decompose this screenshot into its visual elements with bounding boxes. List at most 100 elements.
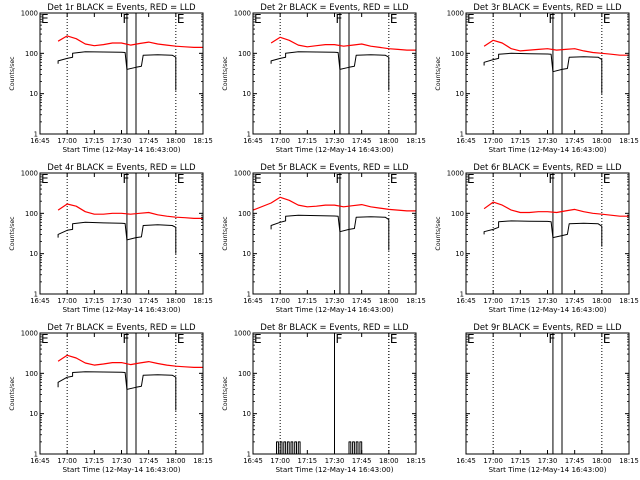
events-series-line bbox=[57, 51, 177, 91]
x-tick-label: 18:00 bbox=[379, 297, 399, 305]
lld-series-line bbox=[57, 354, 203, 369]
chart-title: Det 6r BLACK = Events, RED = LLD bbox=[473, 162, 621, 172]
x-axis-label: Start Time (12-May-14 16:43:00) bbox=[62, 145, 180, 154]
marker-label: E bbox=[467, 172, 475, 186]
events-series-line bbox=[483, 220, 603, 247]
marker-label: F bbox=[123, 332, 130, 346]
y-tick-label: 100 bbox=[451, 50, 464, 58]
y-tick-label: 1 bbox=[247, 131, 251, 139]
chart-title: Det 2r BLACK = Events, RED = LLD bbox=[260, 2, 408, 12]
marker-label: E bbox=[41, 332, 49, 346]
x-tick-label: 17:15 bbox=[298, 137, 318, 145]
x-tick-label: 18:15 bbox=[619, 457, 639, 465]
x-tick-label: 17:15 bbox=[85, 297, 105, 305]
y-tick-label: 1 bbox=[34, 291, 38, 299]
x-axis-label: Start Time (12-May-14 16:43:00) bbox=[488, 305, 606, 314]
events-series-line bbox=[483, 52, 603, 94]
x-tick-label: 17:30 bbox=[325, 457, 345, 465]
lld-series-line bbox=[57, 35, 203, 49]
x-tick-label: 17:30 bbox=[112, 457, 132, 465]
x-tick-label: 18:15 bbox=[619, 297, 639, 305]
plot-frame bbox=[465, 332, 630, 455]
y-tick-label: 100 bbox=[238, 210, 251, 218]
chart-title: Det 1r BLACK = Events, RED = LLD bbox=[47, 2, 195, 12]
x-tick-label: 17:15 bbox=[85, 457, 105, 465]
y-tick-label: 100 bbox=[238, 370, 251, 378]
x-tick-label: 18:15 bbox=[619, 137, 639, 145]
y-tick-label: 1000 bbox=[234, 170, 251, 178]
x-tick-label: 17:30 bbox=[538, 457, 558, 465]
marker-label: E bbox=[603, 172, 611, 186]
y-tick-label: 100 bbox=[25, 210, 38, 218]
plot-frame bbox=[252, 12, 417, 135]
x-tick-label: 17:45 bbox=[565, 457, 585, 465]
x-tick-label: 17:15 bbox=[298, 297, 318, 305]
x-tick-label: 18:00 bbox=[379, 137, 399, 145]
marker-label: E bbox=[254, 12, 262, 26]
x-tick-label: 18:00 bbox=[592, 457, 612, 465]
y-axis-label: Counts/sec bbox=[9, 56, 16, 91]
marker-label: E bbox=[41, 172, 49, 186]
x-tick-label: 17:45 bbox=[139, 297, 159, 305]
marker-label: F bbox=[336, 332, 343, 346]
y-tick-label: 10 bbox=[29, 250, 38, 258]
marker-label: F bbox=[336, 172, 343, 186]
plot-frame bbox=[465, 172, 630, 295]
y-tick-label: 10 bbox=[242, 90, 251, 98]
y-tick-label: 100 bbox=[25, 370, 38, 378]
lld-series-line bbox=[483, 201, 629, 217]
x-tick-label: 17:30 bbox=[112, 137, 132, 145]
marker-label: E bbox=[603, 332, 611, 346]
x-tick-label: 17:45 bbox=[139, 457, 159, 465]
x-tick-label: 18:00 bbox=[166, 297, 186, 305]
y-axis-label: Counts/sec bbox=[9, 216, 16, 251]
x-axis-label: Start Time (12-May-14 16:43:00) bbox=[275, 305, 393, 314]
x-tick-label: 18:15 bbox=[406, 137, 426, 145]
x-tick-label: 17:45 bbox=[565, 137, 585, 145]
marker-label: E bbox=[467, 12, 475, 26]
y-tick-label: 10 bbox=[29, 90, 38, 98]
chart-title: Det 8r BLACK = Events, RED = LLD bbox=[260, 322, 408, 332]
y-tick-label: 10 bbox=[242, 250, 251, 258]
y-tick-label: 100 bbox=[451, 210, 464, 218]
events-series-line bbox=[57, 371, 177, 411]
x-tick-label: 16:45 bbox=[30, 457, 50, 465]
x-axis-label: Start Time (12-May-14 16:43:00) bbox=[275, 465, 393, 474]
marker-label: E bbox=[177, 172, 185, 186]
y-axis-label: Counts/sec bbox=[222, 216, 229, 251]
y-axis-label: Counts/sec bbox=[9, 376, 16, 411]
marker-label: F bbox=[123, 12, 130, 26]
x-tick-label: 17:30 bbox=[325, 137, 345, 145]
marker-label: E bbox=[177, 332, 185, 346]
marker-label: E bbox=[177, 12, 185, 26]
x-tick-label: 16:45 bbox=[243, 137, 263, 145]
x-tick-label: 17:15 bbox=[511, 137, 531, 145]
x-tick-label: 17:00 bbox=[270, 457, 290, 465]
y-tick-label: 1000 bbox=[234, 10, 251, 18]
x-tick-label: 17:15 bbox=[511, 457, 531, 465]
x-tick-label: 17:00 bbox=[483, 137, 503, 145]
x-tick-label: 18:15 bbox=[406, 457, 426, 465]
plot-frame bbox=[39, 172, 204, 295]
x-tick-label: 17:45 bbox=[352, 137, 372, 145]
marker-label: E bbox=[254, 332, 262, 346]
x-tick-label: 16:45 bbox=[30, 137, 50, 145]
y-tick-label: 1000 bbox=[447, 10, 464, 18]
x-tick-label: 17:15 bbox=[298, 457, 318, 465]
x-tick-label: 17:30 bbox=[112, 297, 132, 305]
events-series-line bbox=[348, 441, 363, 455]
y-tick-label: 100 bbox=[25, 50, 38, 58]
plot-frame bbox=[252, 172, 417, 295]
x-tick-label: 17:00 bbox=[483, 297, 503, 305]
x-tick-label: 17:45 bbox=[352, 457, 372, 465]
lld-series-line bbox=[270, 36, 416, 51]
y-tick-label: 1000 bbox=[234, 330, 251, 338]
